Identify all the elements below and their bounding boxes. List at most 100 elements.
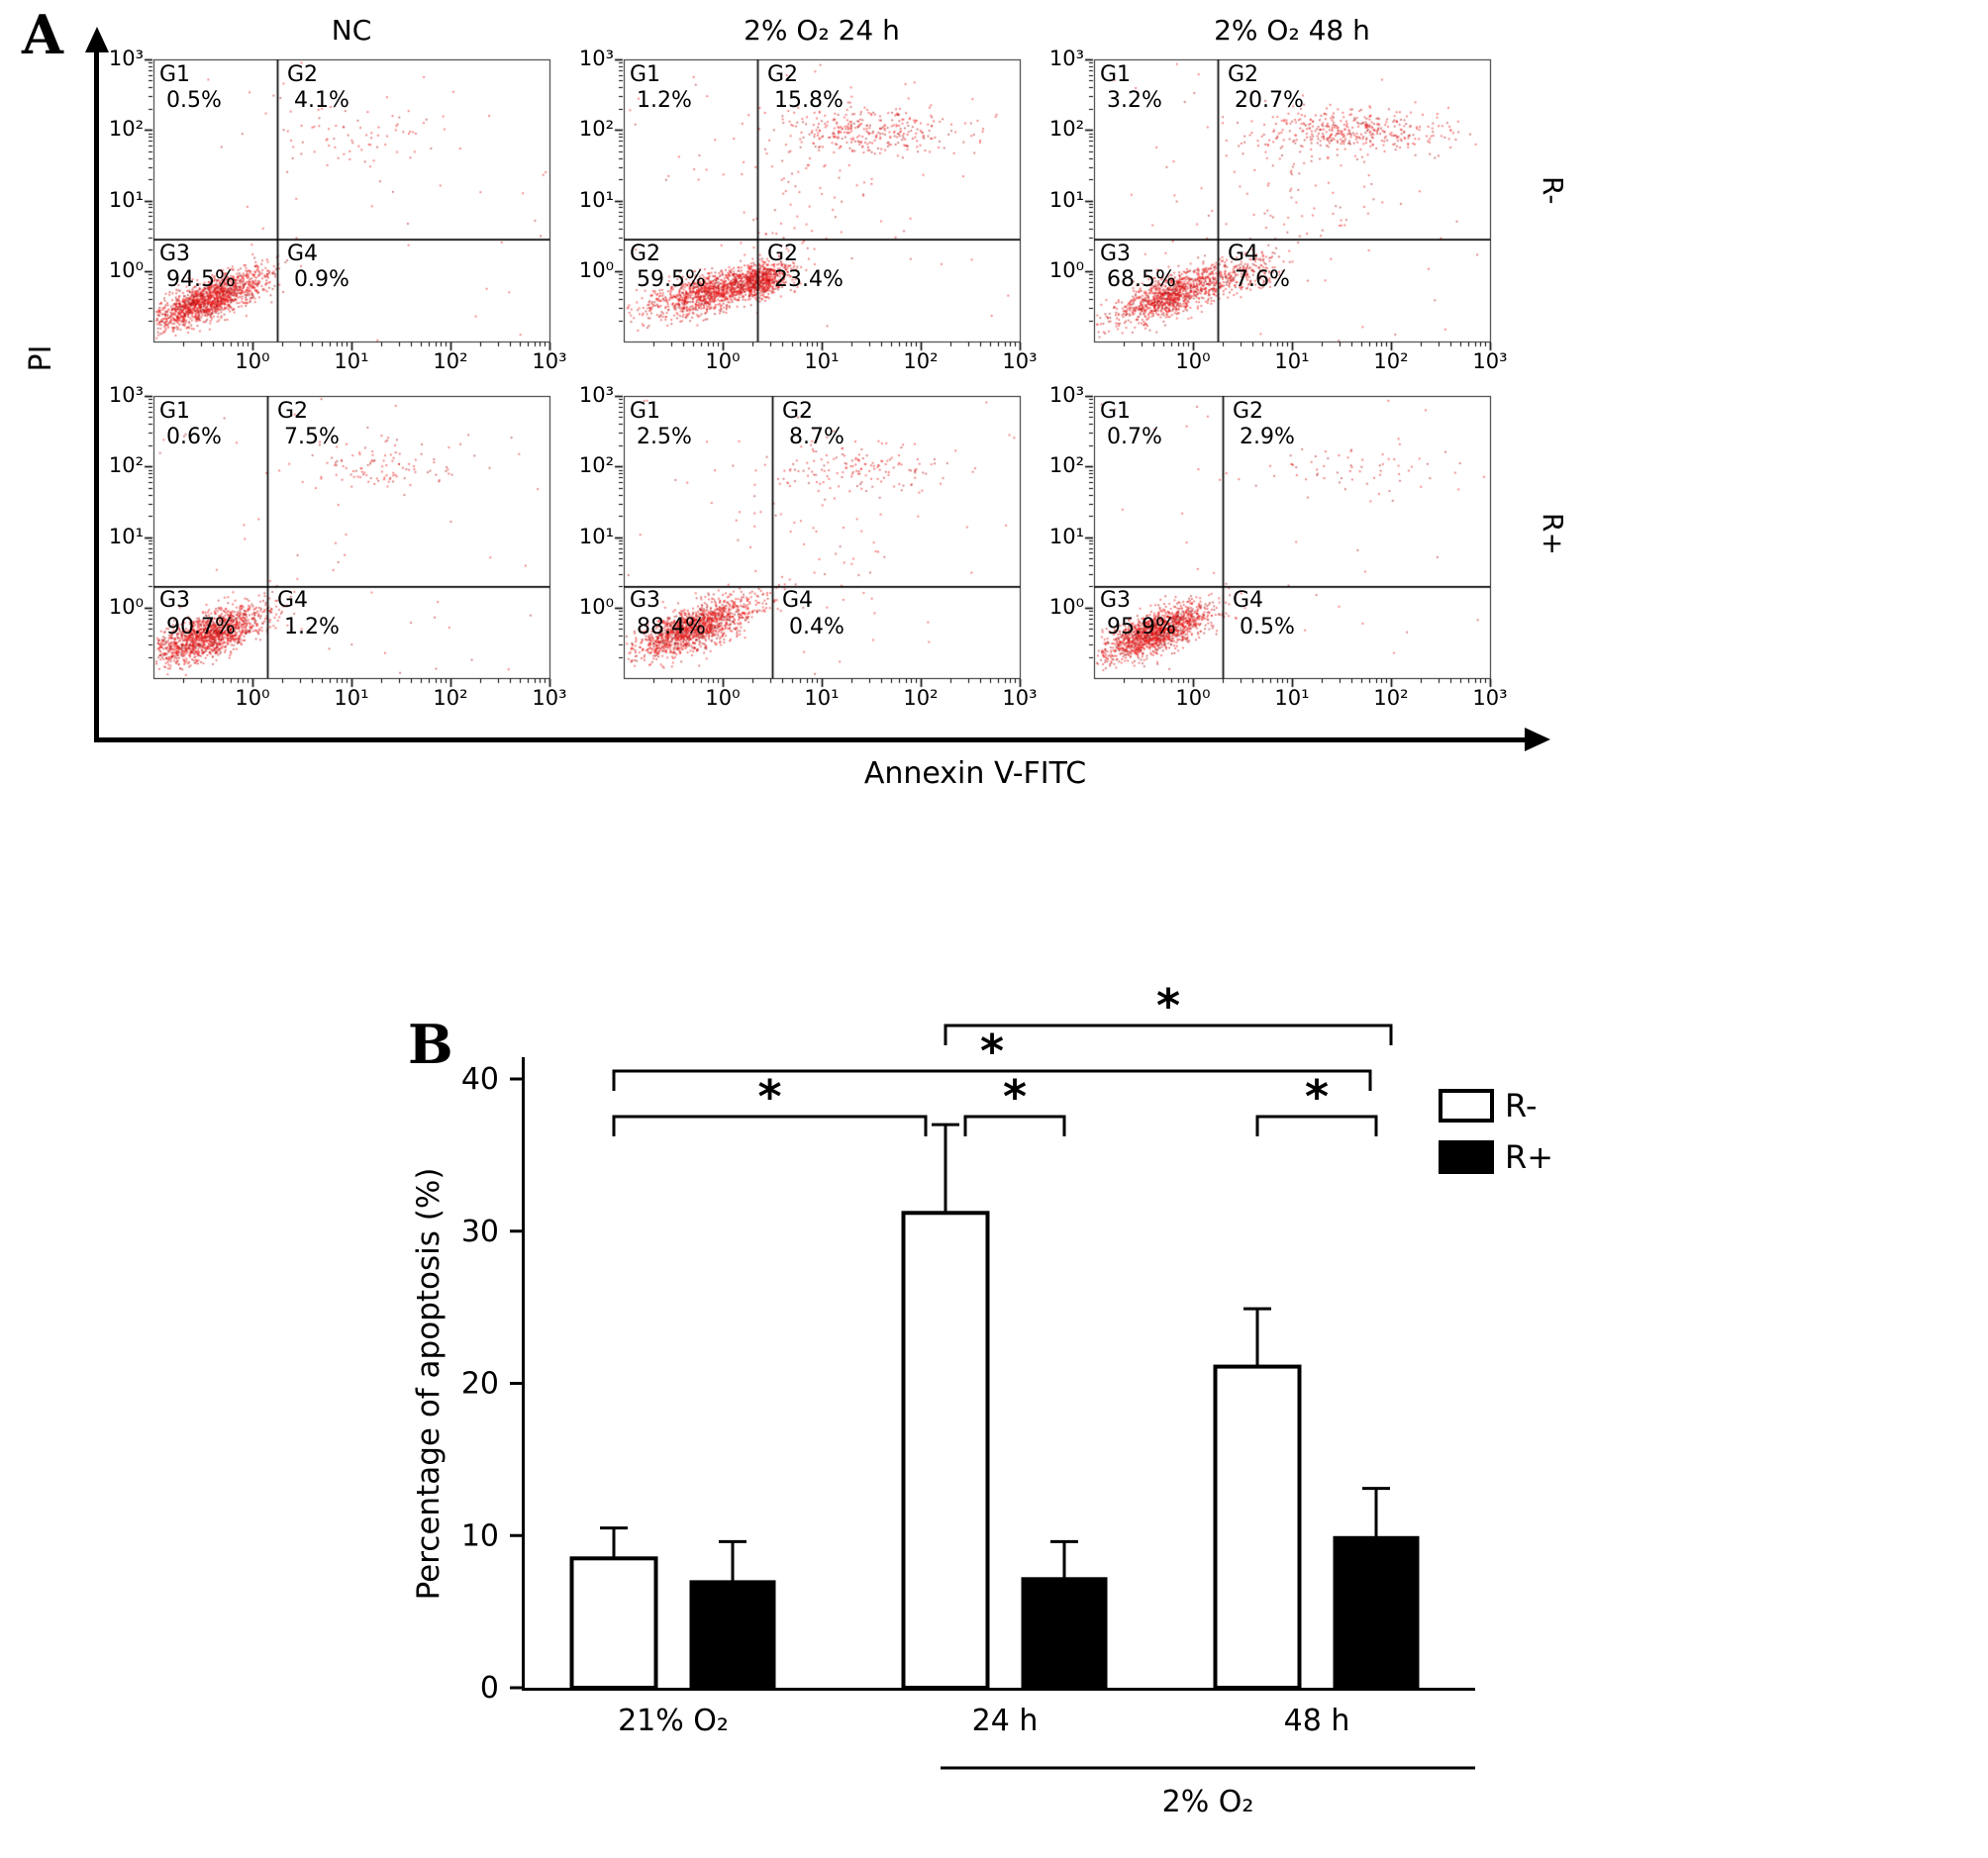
- quadrant-name: G4: [1233, 588, 1264, 614]
- quadrant-value: 2.9%: [1240, 425, 1295, 450]
- quadrant-name: G2: [1228, 62, 1259, 87]
- x-tick-label: 10³: [1472, 349, 1508, 373]
- y-tick-label: 10³: [1048, 47, 1084, 70]
- quadrant-label-g4-3: G4 0.4%: [782, 588, 845, 640]
- annexin-axis-label: Annexin V-FITC: [863, 756, 1087, 791]
- flow-plot-Rplus-cond0: 10⁰ 10⁰ 10¹ 10¹ 10² 10² 10³ 10³ G1 0.6% G2 7.5% G3 90…: [109, 383, 567, 710]
- scatter-canvas: [136, 394, 557, 696]
- x-tick-label: 10¹: [804, 349, 840, 373]
- panel-a-label: A: [22, 3, 63, 66]
- quadrant-value: 23.4%: [774, 267, 844, 293]
- quadrant-value: 7.6%: [1235, 267, 1290, 293]
- quadrant-name: G4: [277, 588, 309, 614]
- x-tick-label: 10²: [903, 686, 939, 710]
- quadrant-value: 3.2%: [1107, 88, 1162, 114]
- quadrant-name: G4: [782, 588, 814, 614]
- x-tick-label: 10³: [1472, 686, 1508, 710]
- y-tick-label: 10³: [578, 383, 614, 407]
- bar-Rminus-cat0: [569, 1556, 658, 1690]
- quadrant-label-g2-1: G2 8.7%: [782, 399, 845, 451]
- quadrant-label-g1-0: G1 0.7%: [1100, 399, 1162, 451]
- legend-swatch-Rplus: [1439, 1140, 1494, 1174]
- quadrant-label-g2-1: G2 15.8%: [767, 62, 844, 115]
- quadrant-name: G2: [767, 241, 799, 266]
- quadrant-name: G3: [159, 588, 191, 614]
- quadrant-name: G1: [159, 399, 191, 424]
- quadrant-value: 7.5%: [284, 425, 340, 450]
- x-tick-label: 10²: [903, 349, 939, 373]
- column-title-2pct-o2-48h: 2% O₂ 48 h: [1214, 14, 1370, 47]
- x-tick-label: 10²: [433, 686, 468, 710]
- category-label-0: 21% O₂: [618, 1704, 729, 1738]
- bar-Rminus-cat2: [1213, 1364, 1302, 1691]
- y-tick-label: 10²: [578, 117, 614, 142]
- y-tick-label: 10⁰: [1048, 594, 1084, 619]
- y-tick-label: 0: [480, 1671, 499, 1706]
- quadrant-name: G1: [159, 62, 191, 87]
- quadrant-value: 0.5%: [166, 88, 222, 114]
- quadrant-label-g1-0: G1 0.6%: [159, 399, 222, 451]
- quadrant-label-g1-0: G1 3.2%: [1100, 62, 1162, 115]
- significance-star-2: *: [757, 1070, 781, 1124]
- x-tick-label: 10³: [532, 349, 567, 373]
- quadrant-name: G2: [287, 62, 319, 87]
- quadrant-label-g2-1: G2 4.1%: [287, 62, 349, 115]
- x-tick-label: 10⁰: [1175, 686, 1211, 710]
- significance-star-1: *: [980, 1025, 1004, 1078]
- quadrant-value: 95.9%: [1107, 614, 1176, 639]
- quadrant-name: G1: [1100, 399, 1132, 424]
- legend-label-0: R-: [1505, 1087, 1537, 1125]
- x-tick-label: 10²: [1373, 349, 1409, 373]
- significance-star-3: *: [1003, 1070, 1027, 1124]
- flow-plot-Rminus-cond1: 10⁰ 10⁰ 10¹ 10¹ 10² 10² 10³ 10³ G1 1.2% G2 15.8% G2 5…: [579, 47, 1038, 373]
- y-tick-label: 40: [461, 1062, 499, 1097]
- quadrant-label-g4-3: G4 0.5%: [1233, 588, 1295, 640]
- significance-bracket-3: [963, 1115, 1066, 1136]
- quadrant-name: G1: [630, 399, 661, 424]
- x-tick-label: 10¹: [1274, 686, 1310, 710]
- legend-label-1: R+: [1505, 1138, 1553, 1176]
- legend-swatch-Rminus: [1439, 1089, 1494, 1123]
- x-tick-label: 10³: [1002, 686, 1038, 710]
- quadrant-name: G2: [782, 399, 814, 424]
- y-tick-label: 10¹: [1048, 524, 1084, 548]
- quadrant-name: G2: [1233, 399, 1264, 424]
- pi-axis-label: PI: [24, 344, 58, 372]
- quadrant-value: 0.4%: [789, 614, 845, 639]
- scatter-canvas: [606, 57, 1028, 359]
- annexin-axis-arrowhead-icon: [1525, 728, 1550, 751]
- y-tick-label: 10²: [108, 117, 144, 142]
- quadrant-name: G4: [287, 241, 319, 266]
- y-tick-label: 10⁰: [108, 257, 144, 282]
- quadrant-label-g3-2: G3 88.4%: [630, 588, 706, 640]
- y-tick-label: 10²: [1048, 453, 1084, 478]
- row-label-r-minus: R-: [1537, 176, 1569, 205]
- y-tick-label: 10³: [1048, 383, 1084, 407]
- bar-Rplus-cat0: [689, 1580, 776, 1689]
- x-tick-label: 10²: [433, 349, 468, 373]
- y-tick-label: 10³: [108, 383, 144, 407]
- y-tick-label: 10¹: [108, 187, 144, 212]
- scatter-canvas: [1076, 394, 1498, 696]
- panel-b-label: B: [408, 1013, 453, 1076]
- quadrant-value: 0.6%: [166, 425, 222, 450]
- quadrant-label-g4-3: G4 0.9%: [287, 242, 349, 294]
- row-label-r-plus: R+: [1537, 513, 1569, 555]
- y-tick-label: 10²: [108, 453, 144, 478]
- y-tick-label: 10²: [1048, 117, 1084, 142]
- y-tick-label: 30: [461, 1215, 499, 1249]
- y-tick-label: 10¹: [1048, 187, 1084, 212]
- quadrant-value: 0.9%: [294, 267, 349, 293]
- quadrant-value: 8.7%: [789, 425, 845, 450]
- category-label-2: 48 h: [1284, 1704, 1350, 1738]
- quadrant-value: 1.2%: [637, 88, 692, 114]
- quadrant-label-g3-2: G3 94.5%: [159, 242, 236, 294]
- category-label-1: 24 h: [972, 1704, 1039, 1738]
- flow-plot-Rminus-cond2: 10⁰ 10⁰ 10¹ 10¹ 10² 10² 10³ 10³ G1 3.2% G2 20.7% G3 6…: [1049, 47, 1508, 373]
- x-tick-label: 10³: [1002, 349, 1038, 373]
- y-tick-label: 10⁰: [578, 594, 614, 619]
- x-tick-label: 10¹: [804, 686, 840, 710]
- quadrant-value: 59.5%: [637, 267, 706, 293]
- x-tick-label: 10¹: [1274, 349, 1310, 373]
